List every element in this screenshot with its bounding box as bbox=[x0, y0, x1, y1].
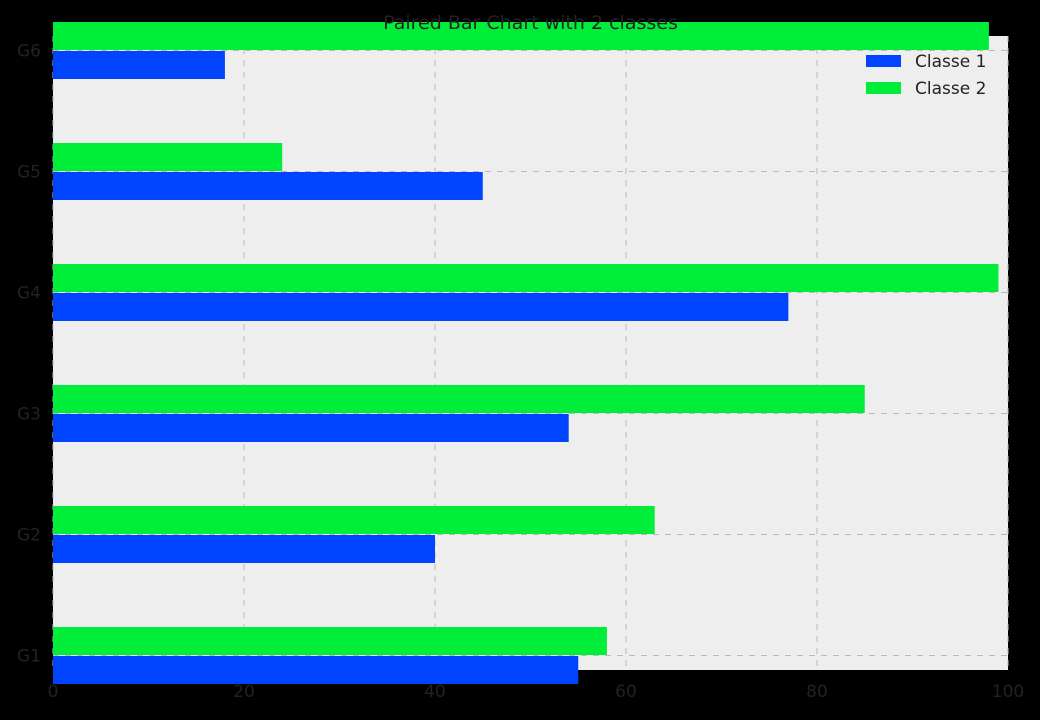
y-tick-label: G6 bbox=[17, 42, 41, 62]
legend: Classe 1 Classe 2 bbox=[866, 52, 986, 99]
bar-classe-1-g1 bbox=[53, 656, 579, 684]
bars bbox=[53, 22, 999, 684]
bar-classe-1-g3 bbox=[53, 414, 569, 442]
bar-classe-1-g5 bbox=[53, 172, 483, 200]
y-tick-label: G2 bbox=[17, 526, 41, 546]
bar-classe-2-g6 bbox=[53, 22, 989, 50]
x-tick-label: 40 bbox=[424, 682, 446, 702]
x-tick-label: 20 bbox=[233, 682, 255, 702]
bar-classe-1-g6 bbox=[53, 51, 225, 79]
x-tick-label: 60 bbox=[615, 682, 637, 702]
grid-lines bbox=[52, 36, 1009, 670]
bar-classe-1-g2 bbox=[53, 535, 435, 563]
x-tick-label: 100 bbox=[992, 682, 1024, 702]
bar-classe-2-g4 bbox=[53, 264, 999, 292]
y-tick-label: G4 bbox=[17, 284, 41, 304]
x-tick-label: 0 bbox=[48, 682, 59, 702]
legend-swatch-2 bbox=[866, 82, 901, 94]
y-tick-label: G5 bbox=[17, 163, 41, 183]
x-tick-labels: 0 20 40 60 80 100 bbox=[48, 682, 1025, 702]
legend-swatch-1 bbox=[866, 55, 901, 67]
x-tick-label: 80 bbox=[806, 682, 828, 702]
plot-area bbox=[53, 36, 1008, 670]
y-tick-label: G1 bbox=[17, 647, 41, 667]
bar-classe-2-g1 bbox=[53, 627, 607, 655]
bar-classe-1-g4 bbox=[53, 293, 789, 321]
y-tick-labels: G1 G2 G3 G4 G5 G6 bbox=[17, 42, 41, 667]
legend-label-2: Classe 2 bbox=[915, 79, 986, 99]
bar-classe-2-g3 bbox=[53, 385, 865, 413]
bar-classe-2-g2 bbox=[53, 506, 655, 534]
bar-classe-2-g5 bbox=[53, 143, 283, 171]
legend-label-1: Classe 1 bbox=[915, 52, 986, 72]
y-tick-label: G3 bbox=[17, 405, 41, 425]
chart-title: Paired Bar Chart with 2 classes bbox=[383, 12, 678, 34]
